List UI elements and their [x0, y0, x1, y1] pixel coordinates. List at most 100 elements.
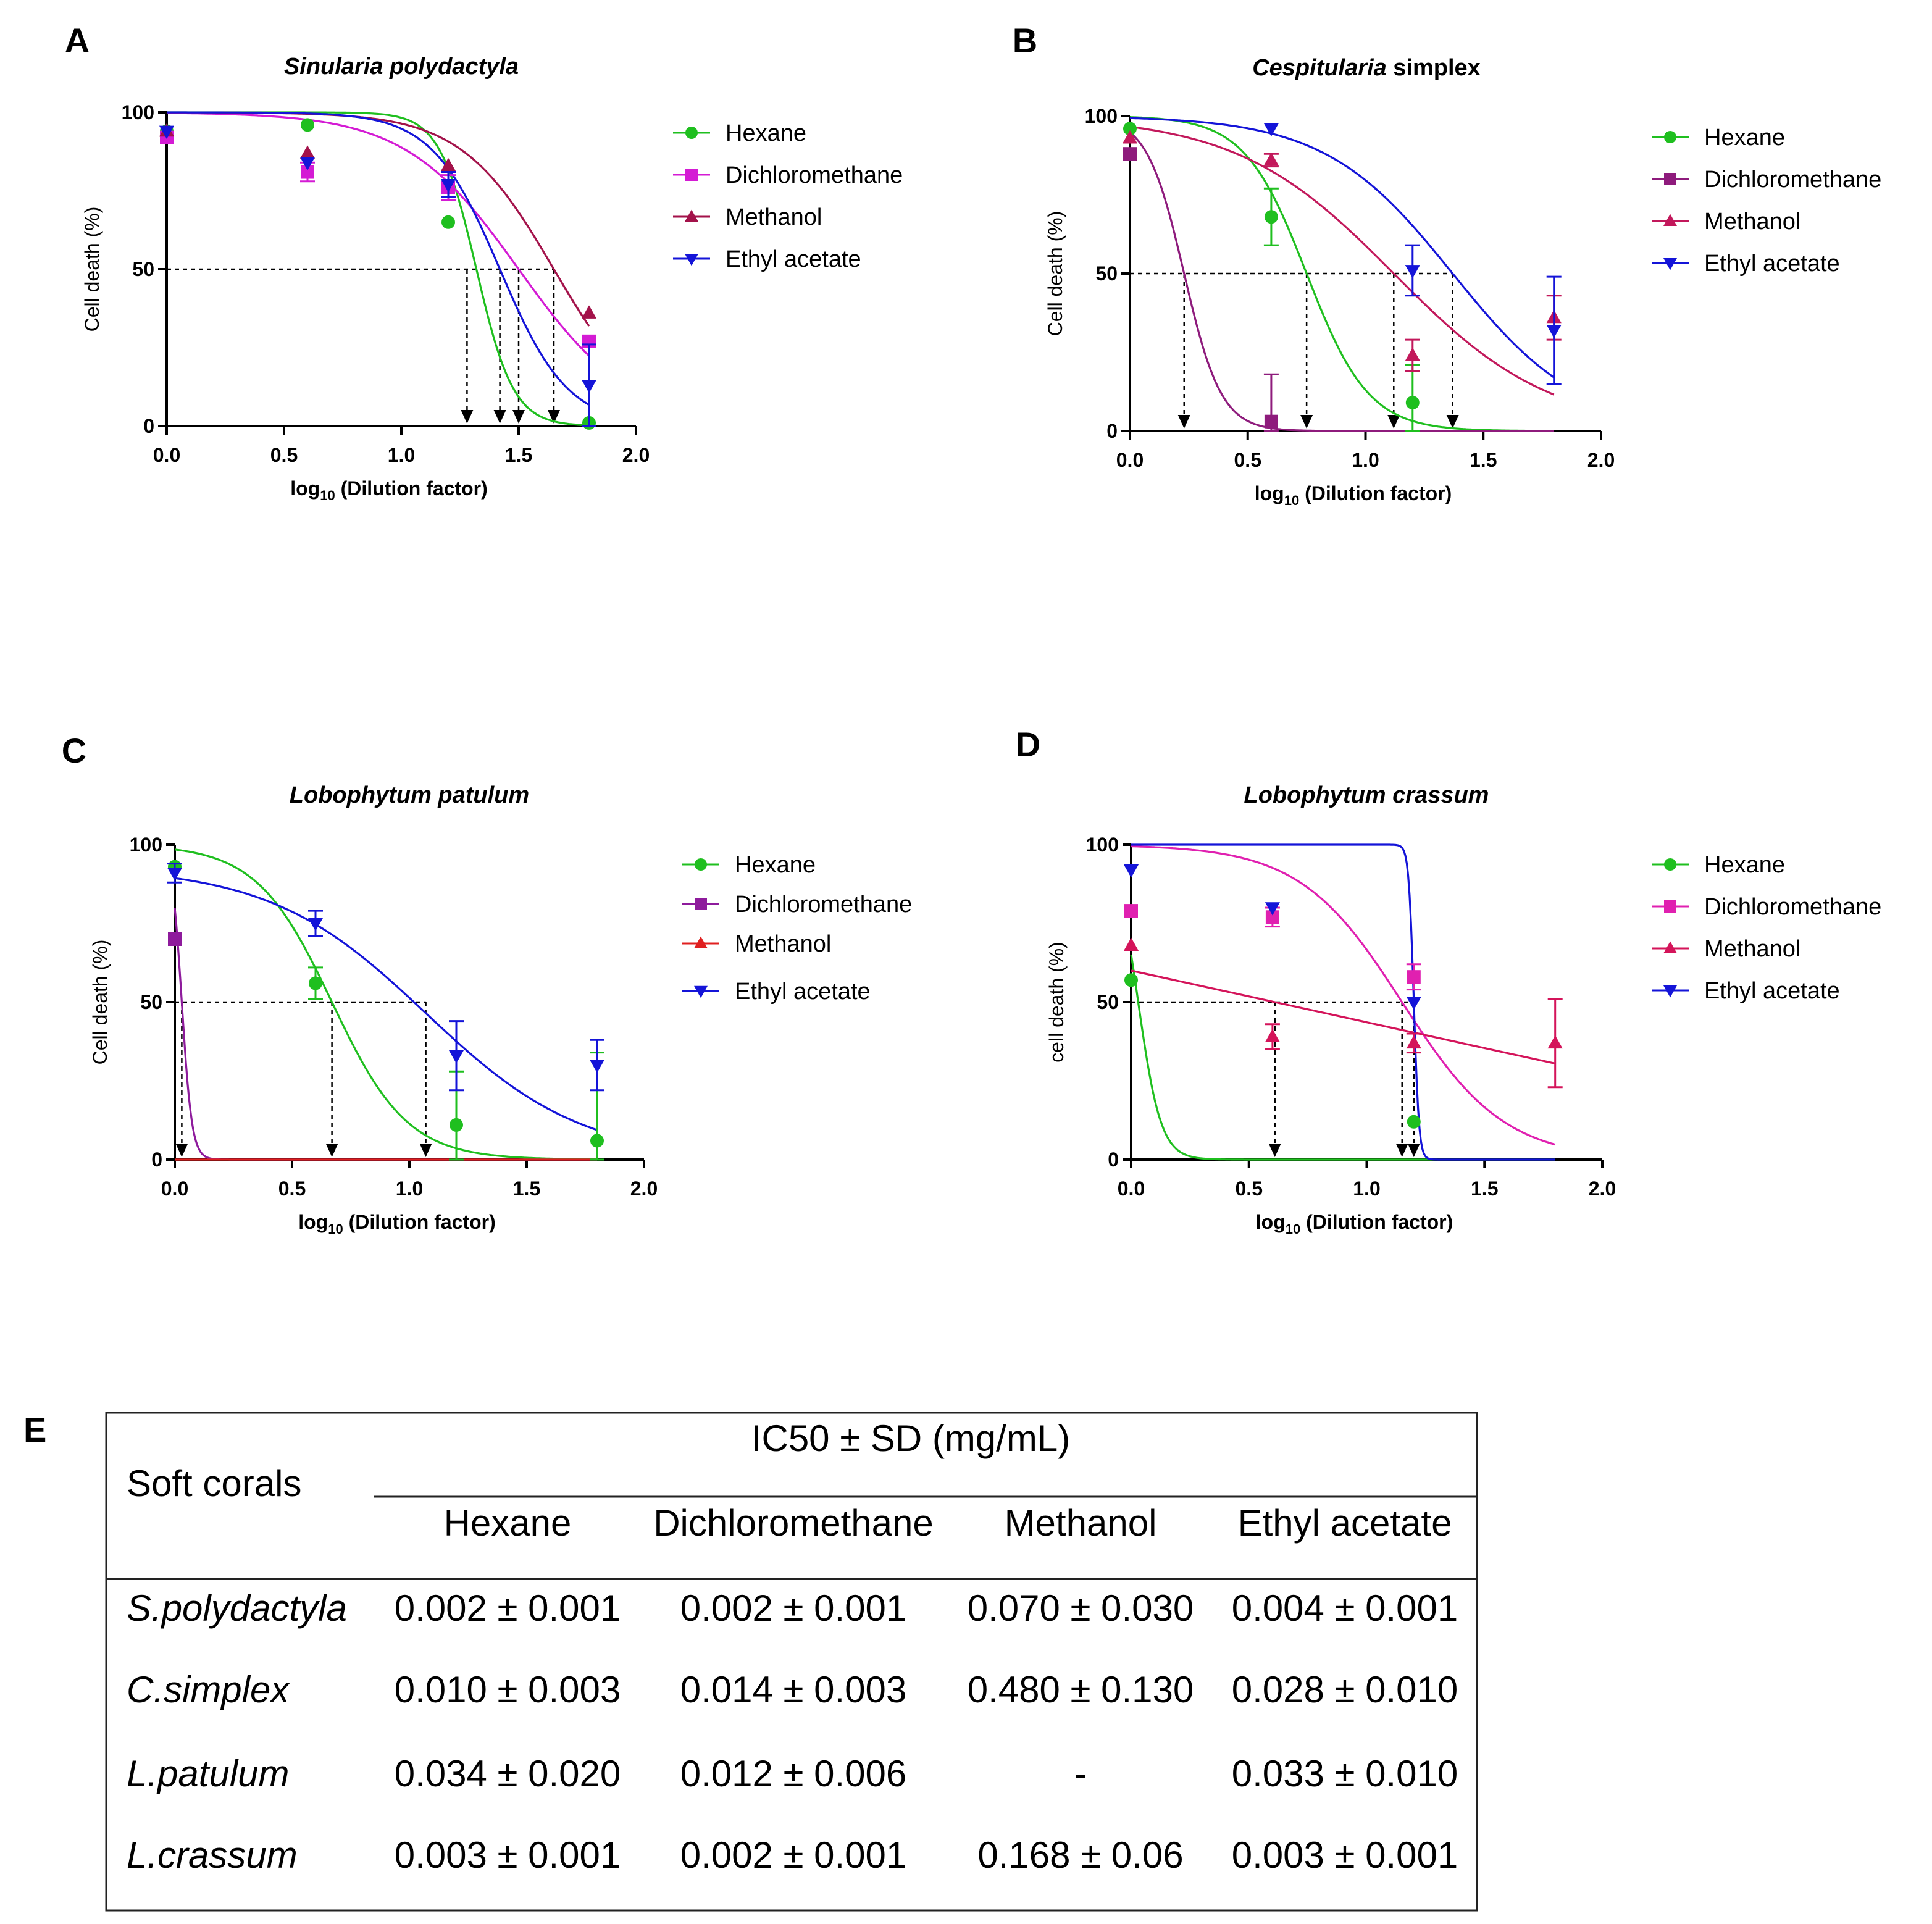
row-label: L.crassum [127, 1834, 298, 1876]
x-axis-label-main: log [290, 477, 320, 500]
data-point-dichloromethane [1407, 970, 1421, 984]
legend-entry: Methanol [682, 931, 831, 957]
data-point-hexane [1123, 122, 1137, 136]
legend-label: Dichloromethane [735, 892, 912, 918]
data-point-ethyl-acetate [1265, 902, 1280, 916]
legend-label: Hexane [726, 120, 806, 146]
chart-title-part: Sinularia polydactyla [284, 54, 519, 80]
x-tick-label: 2.0 [630, 1177, 658, 1200]
row-label: L.patulum [127, 1753, 290, 1794]
fit-curve-ethyl-acetate [167, 111, 590, 406]
ic50-arrow [512, 410, 525, 424]
chart-title: Lobophytum patulum [290, 782, 529, 808]
x-tick-label: 0.0 [161, 1177, 188, 1200]
panel-label: E [23, 1410, 46, 1449]
ic50-arrow [1387, 415, 1400, 429]
legend-label: Methanol [1704, 209, 1800, 235]
ic50-arrow [1395, 1144, 1408, 1157]
data-point-ethyl-acetate [307, 918, 324, 932]
header-group-label: IC50 ± SD (mg/mL) [751, 1418, 1070, 1459]
ic50-arrow [1407, 1144, 1420, 1157]
chart-panel-a: A Sinularia polydactyla 0 50 100 0.0 0.5 1.0 1.5… [65, 21, 903, 503]
y-tick-label: 50 [132, 258, 154, 280]
panel-label: A [65, 21, 90, 60]
chart-title-part: simplex [1387, 55, 1481, 81]
fit-curve-ethyl-acetate [1130, 117, 1555, 379]
data-point-methanol [299, 145, 316, 159]
legend-marker [685, 127, 698, 139]
x-tick-label: 0.0 [1118, 1177, 1145, 1200]
y-tick-label: 100 [1086, 834, 1119, 856]
legend-label: Ethyl acetate [1704, 978, 1840, 1004]
legend-marker [1664, 173, 1676, 185]
data-point-ethyl-acetate [440, 179, 456, 193]
ic50-arrow [1177, 415, 1190, 429]
x-axis-label: log10 (Dilution factor) [1255, 482, 1452, 508]
data-point-hexane [1124, 973, 1138, 987]
legend-entry: Ethyl acetate [682, 979, 871, 1005]
row-header-label: Soft corals [127, 1463, 301, 1504]
legend-marker [1663, 258, 1677, 270]
data-point-methanol [1123, 937, 1139, 951]
x-tick-label: 2.0 [1589, 1177, 1616, 1200]
ic50-arrow [419, 1144, 432, 1157]
x-tick-label: 1.5 [513, 1177, 540, 1200]
table-cell: 0.168 ± 0.06 [977, 1834, 1183, 1876]
chart-title: Sinularia polydactyla [284, 54, 519, 80]
data-point-ethyl-acetate [1546, 325, 1562, 338]
data-point-hexane [1264, 210, 1278, 224]
data-point-dichloromethane [1264, 414, 1278, 429]
table-cell: 0.014 ± 0.003 [680, 1669, 907, 1710]
data-point-ethyl-acetate [589, 1060, 605, 1073]
column-header: Ethyl acetate [1238, 1502, 1452, 1544]
ic50-arrow [461, 410, 474, 424]
fit-curve-dichloromethane [167, 112, 590, 357]
data-point-methanol [1406, 1035, 1421, 1049]
data-point-hexane [590, 1134, 604, 1148]
data-point-ethyl-acetate [1405, 265, 1420, 278]
legend-label: Dichloromethane [1704, 167, 1881, 193]
legend-marker [1664, 900, 1676, 913]
chart-panel-d: D Lobophytum crassum 0 50 100 0.0 0.5 1.0 1.5 2.0… [1016, 725, 1881, 1237]
ic50-arrow [548, 410, 560, 424]
chart-title: Lobophytum crassum [1244, 782, 1489, 808]
x-tick-label: 1.0 [1352, 449, 1379, 471]
data-point-dichloromethane [1123, 147, 1137, 161]
ic50-arrow [493, 410, 506, 424]
data-point-dichloromethane [168, 932, 182, 946]
ic50-arrow [1300, 415, 1313, 429]
y-tick-label: 50 [140, 991, 162, 1013]
table-cell: 0.002 ± 0.001 [395, 1587, 621, 1629]
x-axis-label: log10 (Dilution factor) [290, 477, 488, 503]
x-axis-label-sub: 10 [1284, 493, 1299, 508]
y-axis-label: Cell death (%) [89, 940, 111, 1065]
x-axis-label-sub: 10 [328, 1221, 343, 1237]
chart-title-part: Lobophytum patulum [290, 782, 529, 808]
y-tick-label: 100 [130, 834, 162, 856]
legend-entry: Dichloromethane [682, 892, 912, 918]
legend-marker [1663, 985, 1677, 998]
legend-label: Hexane [1704, 852, 1785, 878]
panel-label: C [62, 731, 86, 770]
fit-curve-hexane [1129, 116, 1554, 432]
data-point-hexane [450, 1118, 463, 1132]
legend-entry: Ethyl acetate [1652, 251, 1840, 277]
ic50-arrow [325, 1144, 338, 1157]
row-label: C.simplex [127, 1669, 290, 1710]
y-axis-label: Cell death (%) [1044, 211, 1066, 337]
table-border [105, 1412, 1478, 1912]
x-axis-label-main: log [1256, 1211, 1286, 1233]
legend-entry: Methanol [1652, 209, 1800, 235]
x-tick-label: 1.5 [1470, 449, 1497, 471]
legend-label: Hexane [735, 852, 816, 878]
x-tick-label: 1.0 [388, 444, 415, 466]
legend-entry: Hexane [1652, 852, 1785, 878]
y-axis-label: Cell death (%) [81, 207, 103, 332]
table-cell: 0.028 ± 0.010 [1232, 1669, 1458, 1710]
legend-marker [685, 169, 698, 181]
x-tick-label: 1.0 [1353, 1177, 1380, 1200]
data-point-hexane [1407, 1115, 1421, 1129]
legend-marker [695, 858, 707, 871]
chart-title: Cespitularia simplex [1252, 55, 1481, 81]
x-tick-label: 0.0 [153, 444, 180, 466]
